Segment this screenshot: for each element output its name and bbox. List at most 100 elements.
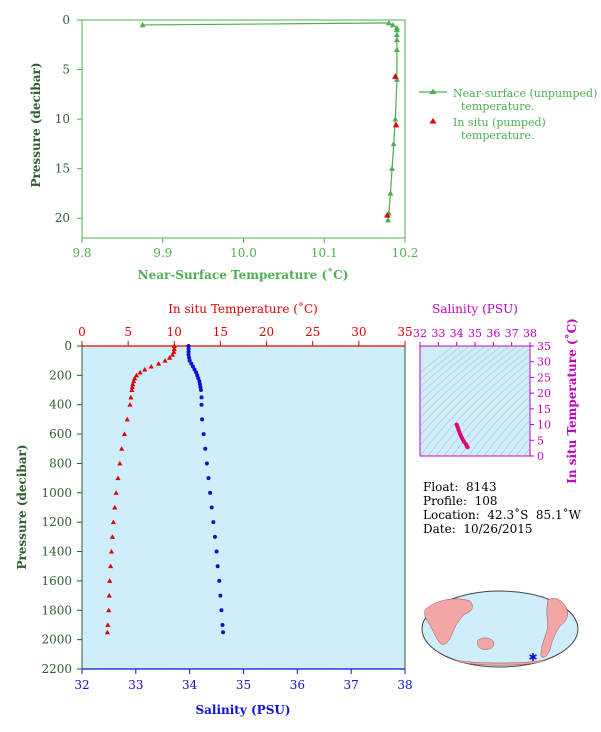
- p2-temperature-tick-label: 20: [259, 325, 274, 339]
- p2-pressure-tick-label: 400: [49, 398, 72, 412]
- salinity-point: [218, 593, 223, 598]
- temperature-point: [171, 343, 177, 348]
- p1-y-tick-label: 10: [55, 112, 70, 126]
- salinity-point: [221, 630, 226, 635]
- temperature-point: [104, 629, 110, 635]
- p1-x-axis-label: Near-Surface Temperature (˚C): [138, 267, 349, 282]
- legend-label-in-situ-1: In situ (pumped): [453, 116, 546, 129]
- temperature-point: [127, 402, 133, 407]
- temperature-point: [131, 378, 137, 384]
- density-contour: [420, 346, 478, 395]
- p1-y-axis-label: Pressure (decibar): [29, 62, 43, 187]
- in-situ-point: [392, 73, 399, 79]
- p3-x-tick-labels: 32 33 34 35 36 37 38: [413, 327, 537, 346]
- density-contour: [451, 374, 530, 456]
- p2-salinity-tick-label: 33: [128, 678, 143, 692]
- p3-ts-points: [454, 422, 470, 450]
- p2-pressure-tick-label: 200: [49, 368, 72, 382]
- p1-x-tick-label: 9.9: [153, 246, 172, 260]
- density-contour: [523, 447, 530, 456]
- p2-pressure-tick-label: 1000: [41, 486, 72, 500]
- in-situ-point: [392, 121, 400, 128]
- legend-label-in-situ-2: temperature.: [461, 129, 535, 142]
- temperature-point: [105, 622, 111, 627]
- p1-y-tick-label: 5: [62, 63, 70, 77]
- float-info: Float: 8143 Profile: 108 Location: 42.3˚…: [423, 480, 581, 536]
- salinity-point: [206, 476, 211, 481]
- temperature-point: [110, 519, 116, 525]
- near-surface-point: [389, 21, 396, 28]
- density-contour: [420, 346, 454, 374]
- temperature-point: [155, 361, 162, 366]
- legend-label-near-surface-2: temperature.: [461, 100, 535, 113]
- p2-temperature-tick-label: 30: [351, 325, 366, 339]
- p3-x-tick-label: 33: [431, 327, 445, 340]
- salinity-point: [186, 346, 191, 351]
- density-contour: [420, 346, 470, 388]
- temperature-point: [128, 394, 134, 400]
- p3-y-tick-label: 10: [537, 419, 551, 432]
- p2-pressure-tick-label: 2000: [41, 633, 72, 647]
- p3-y-tick-label: 15: [537, 403, 551, 416]
- in-situ-point: [384, 212, 391, 218]
- p1-x-tick-label: 10.2: [392, 246, 419, 260]
- density-contour: [467, 388, 530, 456]
- p2-salinity-tick-label: 34: [182, 678, 198, 692]
- temperature-point: [142, 366, 148, 372]
- temperature-point: [107, 578, 113, 583]
- density-contour: [515, 437, 530, 456]
- p2-pressure-tick-label: 1800: [41, 603, 72, 617]
- p3-x-tick-label: 34: [450, 327, 464, 340]
- world-map: ✱: [421, 590, 579, 668]
- near-surface-temperature-chart: 9.8 9.9 10.0 10.1 10.2 0 5 10 15 20 Near-Surface…: [29, 13, 597, 282]
- p3-title: Salinity (PSU): [432, 302, 518, 316]
- salinity-point: [209, 505, 214, 510]
- temperature-point: [112, 504, 118, 510]
- near-surface-point: [389, 165, 396, 171]
- salinity-point: [200, 417, 205, 422]
- temperature-point: [108, 563, 114, 569]
- density-contour: [491, 411, 530, 456]
- p2-salinity-points: [186, 344, 226, 635]
- p2-pressure-tick-labels: 0 200 400 600 800 1000 1200 1400 1600 1800 2000 220…: [41, 339, 82, 676]
- temperature-point: [109, 534, 116, 539]
- density-contour: [420, 346, 510, 427]
- p3-y-tick-label: 30: [537, 356, 551, 369]
- salinity-point: [212, 534, 217, 539]
- temperature-point: [132, 375, 138, 381]
- temperature-point: [137, 369, 143, 375]
- temperature-point: [133, 372, 140, 378]
- p1-series-marks: [139, 19, 400, 223]
- salinity-point: [203, 446, 208, 451]
- density-contour: [420, 346, 486, 403]
- p3-y-axis-label: In situ Temperature (˚C): [564, 318, 579, 484]
- density-contour: [475, 395, 530, 456]
- float-number: Float: 8143: [423, 480, 497, 494]
- near-surface-point: [392, 116, 399, 122]
- p1-y-tick-labels: 0 5 10 15 20: [55, 13, 82, 225]
- salinity-point: [215, 564, 220, 569]
- map-land-americas: [540, 598, 568, 658]
- p2-temperature-tick-label: 10: [167, 325, 182, 339]
- p2-pressure-tick-label: 600: [49, 427, 72, 441]
- temperature-point: [162, 358, 168, 363]
- p3-density-contours: [420, 346, 530, 456]
- profile-number: Profile: 108: [423, 494, 498, 508]
- p2-salinity-tick-label: 37: [344, 678, 359, 692]
- p2-temperature-tick-label: 0: [78, 325, 86, 339]
- p1-y-tick-label: 15: [55, 162, 70, 176]
- temperature-point: [167, 355, 173, 360]
- profile-chart: 0 5 10 15 20 25 30 35 32 33 34 35 36 37 38 0 200 400 600…: [15, 301, 413, 717]
- p2-temperature-points: [104, 343, 177, 635]
- density-contour: [420, 346, 462, 381]
- temperature-point: [148, 363, 154, 369]
- p2-temperature-tick-labels: 0 5 10 15 20 25 30 35: [78, 325, 413, 346]
- salinity-point: [214, 549, 219, 554]
- salinity-point: [198, 388, 203, 393]
- p2-y-axis-label: Pressure (decibar): [15, 444, 29, 569]
- location: Location: 42.3˚S 85.1˚W: [423, 508, 581, 522]
- p2-salinity-tick-label: 36: [290, 678, 305, 692]
- near-surface-point: [393, 31, 400, 38]
- salinity-point: [211, 520, 216, 525]
